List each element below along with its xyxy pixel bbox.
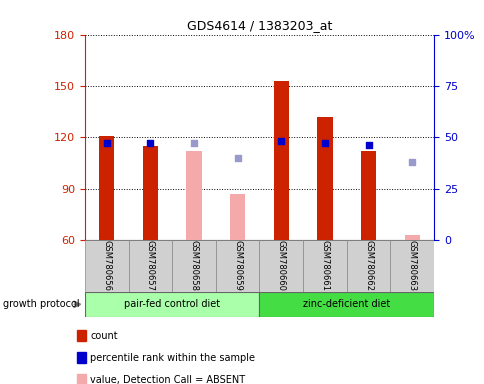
Bar — [360, 151, 376, 240]
Bar — [390, 240, 433, 292]
Point — [408, 159, 415, 165]
Point — [190, 141, 197, 147]
Point — [103, 141, 110, 147]
Point — [364, 142, 372, 149]
Title: GDS4614 / 1383203_at: GDS4614 / 1383203_at — [186, 19, 332, 32]
Text: GSM780657: GSM780657 — [146, 240, 154, 291]
Bar — [215, 240, 259, 292]
Text: zinc-deficient diet: zinc-deficient diet — [302, 299, 390, 310]
Text: count: count — [90, 331, 118, 341]
Bar — [346, 240, 390, 292]
Bar — [128, 240, 172, 292]
Text: GSM780656: GSM780656 — [102, 240, 111, 291]
Bar — [404, 235, 419, 240]
Text: GSM780659: GSM780659 — [233, 240, 242, 291]
Bar — [85, 292, 259, 317]
Bar — [77, 352, 86, 363]
Bar — [85, 240, 128, 292]
Bar — [302, 240, 346, 292]
Text: percentile rank within the sample: percentile rank within the sample — [90, 353, 255, 362]
Bar — [259, 292, 433, 317]
Bar — [273, 81, 288, 240]
Text: GSM780663: GSM780663 — [407, 240, 416, 291]
Point — [146, 141, 154, 147]
Bar — [77, 374, 86, 384]
Text: value, Detection Call = ABSENT: value, Detection Call = ABSENT — [90, 375, 245, 384]
Bar — [229, 194, 245, 240]
Bar — [77, 330, 86, 341]
Bar — [186, 151, 201, 240]
Bar — [172, 240, 215, 292]
Point — [320, 141, 328, 147]
Text: pair-fed control diet: pair-fed control diet — [124, 299, 220, 310]
Bar — [99, 136, 114, 240]
Text: growth protocol: growth protocol — [3, 299, 80, 310]
Text: GSM780661: GSM780661 — [320, 240, 329, 291]
Text: GSM780658: GSM780658 — [189, 240, 198, 291]
Point — [277, 138, 285, 144]
Bar — [259, 240, 302, 292]
Bar — [142, 146, 158, 240]
Point — [233, 155, 241, 161]
Bar — [317, 117, 332, 240]
Text: GSM780660: GSM780660 — [276, 240, 285, 291]
Text: GSM780662: GSM780662 — [363, 240, 372, 291]
